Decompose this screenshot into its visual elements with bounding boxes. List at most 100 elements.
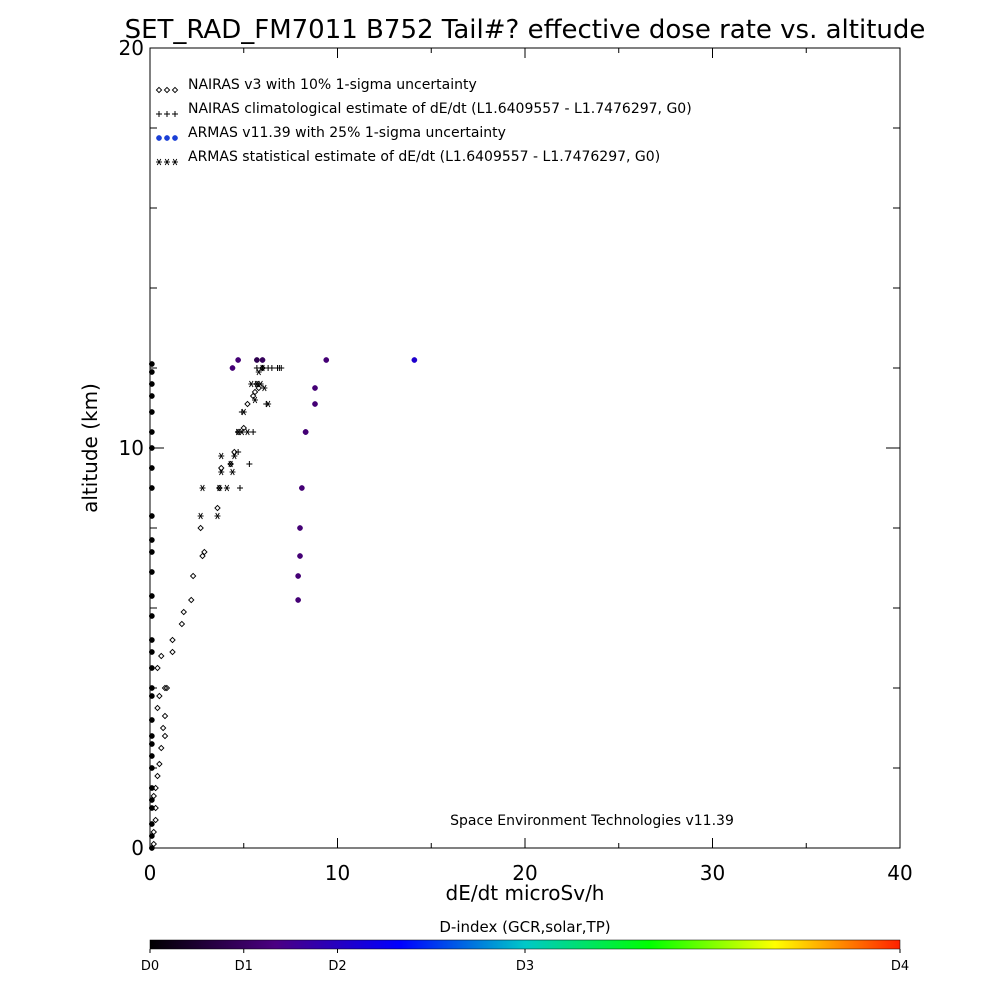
nairas-v3-point: [169, 636, 176, 644]
nairas-v3-point: [201, 548, 208, 556]
nairas-v3-point: [171, 86, 179, 94]
nairas-v3-point: [154, 704, 161, 712]
nairas-v3-point: [180, 608, 187, 616]
armas-v11-point: [149, 665, 155, 671]
chart-annotation: Space Environment Technologies v11.39: [450, 813, 734, 829]
armas-v11-point: [312, 401, 318, 407]
ast-d2: [228, 460, 233, 468]
ast-d2: [235, 428, 241, 436]
armas-v11-point: [149, 741, 155, 747]
armas-v11-point: [295, 597, 301, 603]
y-axis-label: altitude (km): [78, 383, 102, 513]
armas-v11-point: [149, 693, 155, 699]
legend-label: NAIRAS v3 with 10% 1-sigma uncertainty: [188, 77, 477, 93]
armas-v11-point: [149, 485, 155, 491]
armas-v11-point: [149, 361, 155, 367]
armas-statistical-point: [259, 364, 266, 372]
armas-statistical-point: [218, 452, 225, 460]
armas-v11-point: [149, 753, 155, 759]
armas-v11-point: [149, 465, 155, 471]
armas-statistical-point: [197, 512, 204, 520]
armas-statistical-point: [216, 484, 223, 492]
ast-d2: [256, 368, 261, 376]
armas-v11-point: [172, 135, 178, 141]
nairas-v3-point: [244, 400, 251, 408]
armas-v11-point: [149, 765, 155, 771]
armas-v11-point: [149, 649, 155, 655]
armas-v11-point: [149, 569, 155, 575]
armas-v11-point: [235, 357, 241, 363]
nairas-v3-point: [188, 596, 195, 604]
armas-v11-point: [149, 797, 155, 803]
ast-d2: [172, 158, 178, 166]
nairas-climatological-point: [268, 365, 275, 371]
colorbar: [149, 939, 901, 950]
ast-d2: [258, 380, 263, 388]
armas-v11-point: [149, 821, 155, 827]
legend: NAIRAS v3 with 10% 1-sigma uncertainty NA…: [155, 77, 692, 166]
armas-v11-point: [149, 637, 155, 643]
armas-v11-point: [149, 717, 155, 723]
armas-v11-point: [149, 369, 155, 375]
nairas-climatological-point: [156, 111, 162, 117]
armas-v11-point: [295, 573, 301, 579]
armas-v11-point: [149, 537, 155, 543]
nairas-v3-point: [161, 732, 169, 740]
series-asterisk: [197, 364, 272, 520]
armas-statistical-point: [244, 428, 251, 436]
ast-d2: [224, 484, 230, 492]
legend-item: NAIRAS v3 with 10% 1-sigma uncertainty: [155, 77, 477, 94]
nairas-v3-point: [251, 388, 259, 396]
armas-statistical-point: [227, 460, 234, 468]
armas-statistical-point: [252, 396, 258, 404]
nairas-climatological-point: [235, 449, 242, 455]
nairas-v3-point: [152, 816, 159, 824]
ast-d2: [239, 428, 245, 436]
nairas-v3-point: [214, 504, 221, 512]
armas-v11-point: [149, 513, 155, 519]
ast-d2: [252, 396, 258, 404]
nairas-v3-point: [163, 684, 171, 692]
nairas-climatological-point: [172, 111, 178, 117]
data-points: [149, 357, 418, 851]
chart-title: SET_RAD_FM7011 B752 Tail#? effective dos…: [125, 15, 926, 45]
armas-v11-point: [149, 785, 155, 791]
ast-d2: [198, 512, 203, 520]
nairas-v3-point: [216, 484, 223, 492]
nairas-v3-point: [161, 684, 169, 692]
nairas-v3-point: [199, 552, 206, 560]
nairas-climatological-point: [250, 429, 257, 435]
armas-v11-point: [299, 485, 305, 491]
armas-v11-point: [149, 805, 155, 811]
nairas-v3-point: [197, 524, 204, 532]
armas-v11-point: [149, 733, 155, 739]
armas-v11-point: [411, 357, 418, 363]
armas-statistical-point: [240, 408, 247, 416]
x-tick-label: 20: [512, 861, 537, 885]
armas-v11-point: [149, 381, 155, 387]
nairas-climatological-point: [278, 365, 285, 371]
y-tick-label: 10: [119, 436, 144, 460]
legend-label: ARMAS statistical estimate of dE/dt (L1.…: [188, 149, 660, 165]
ast-d2: [219, 452, 224, 460]
armas-v11-point: [149, 845, 155, 851]
nairas-v3-point: [163, 86, 171, 94]
y-tick-label: 0: [131, 836, 144, 860]
nairas-v3-point: [240, 424, 247, 432]
nairas-v3-point: [249, 392, 257, 400]
armas-v11-point: [297, 553, 303, 559]
ast-d2: [249, 380, 254, 388]
nairas-v3-point: [156, 760, 163, 768]
armas-v11-point: [149, 429, 155, 435]
ast-d2: [260, 364, 265, 372]
colorbar-tick-label: D0: [141, 959, 159, 974]
series-dot: [149, 357, 418, 851]
legend-label: ARMAS v11.39 with 25% 1-sigma uncertaint…: [188, 125, 506, 141]
armas-statistical-point: [257, 380, 264, 388]
nairas-v3-point: [231, 448, 238, 456]
armas-v11-point: [156, 135, 162, 141]
ast-d2: [219, 468, 224, 476]
armas-statistical-point: [261, 384, 268, 392]
axis-tick-labels: 0 10 20 30 40 0 10 20: [119, 36, 913, 885]
